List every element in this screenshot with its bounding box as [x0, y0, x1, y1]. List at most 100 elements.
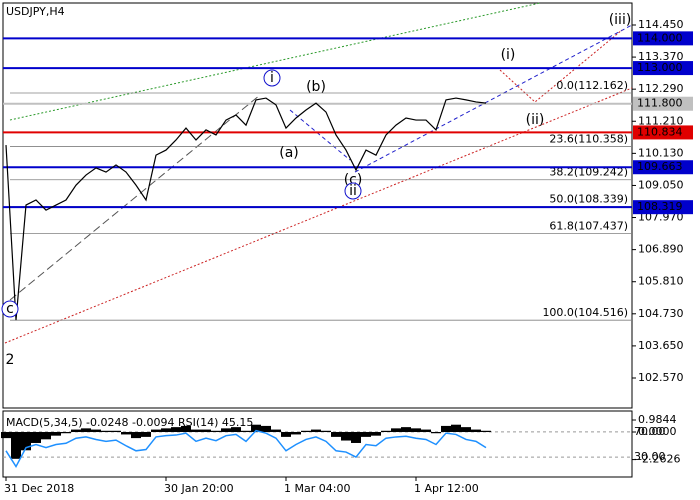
macd-bar [331, 432, 341, 437]
macd-bar [171, 427, 181, 433]
macd-bar [111, 430, 121, 433]
rsi-line [5, 429, 487, 469]
macd-bar [431, 432, 441, 434]
y2-tick-label: 30.00 [634, 450, 666, 463]
fib-label: 0.0(112.162) [556, 79, 628, 92]
macd-bar [371, 432, 381, 436]
level-label: 114.000 [637, 31, 683, 44]
macd-bar [461, 427, 471, 433]
wave-label: 2 [6, 352, 15, 368]
macd-bar [341, 432, 351, 441]
macd-bar [231, 427, 241, 433]
trend-line [9, 94, 261, 301]
y-tick-label: 102.570 [638, 371, 684, 384]
wave-label: (i) [501, 47, 516, 63]
level-label: 108.319 [637, 200, 683, 213]
wave-label: i [270, 70, 274, 86]
wave-circle [1, 300, 19, 318]
y-tick-label: 111.210 [638, 114, 684, 127]
x-tick-label: 31 Dec 2018 [4, 482, 74, 495]
level-box [633, 31, 693, 46]
macd-bar [441, 425, 451, 433]
wave-label: (iii) [609, 12, 632, 28]
macd-bar [151, 429, 161, 433]
y-tick-label: 106.890 [638, 243, 684, 256]
level-label: 111.800 [637, 97, 683, 110]
chart-title: USDJPY,H4 [6, 5, 65, 18]
trend-line [4, 87, 633, 344]
fib-label: 23.6(110.358) [549, 133, 628, 146]
macd-bar [101, 430, 111, 433]
y-tick-label: 109.050 [638, 178, 684, 191]
macd-bar [241, 430, 251, 433]
macd-bar [351, 432, 361, 443]
wave-label: (b) [306, 79, 326, 95]
indicator-panel [2, 410, 633, 478]
macd-bar [11, 432, 21, 459]
level-box [633, 61, 693, 76]
macd-bar [271, 429, 281, 433]
trend-line [9, 2, 541, 121]
macd-bar [451, 424, 461, 433]
macd-bar [41, 432, 51, 440]
y2-tick-label: 70.00 [634, 425, 666, 438]
macd-bar [261, 425, 271, 433]
macd-bar [201, 429, 211, 433]
level-label: 109.663 [637, 160, 683, 173]
x-tick-label: 1 Apr 12:00 [414, 482, 479, 495]
macd-bar [401, 427, 411, 433]
wave-line [289, 109, 351, 161]
indicator-title: MACD(5,34,5) -0.0248 -0.0094 RSI(14) 45.… [6, 416, 253, 429]
macd-bar [181, 425, 191, 433]
macd-bar [131, 432, 141, 439]
macd-bar [1, 432, 11, 439]
macd-bar [21, 432, 31, 451]
macd-bar [211, 430, 221, 433]
level-box [633, 96, 693, 111]
macd-bar [61, 432, 71, 434]
level-label: 110.834 [637, 125, 683, 138]
level-box [633, 200, 693, 215]
price-panel [2, 2, 633, 409]
fib-label: 61.8(107.437) [549, 219, 628, 232]
macd-bar [251, 424, 261, 433]
y-tick-label: 0.0000 [638, 425, 677, 438]
wave-label: (a) [279, 145, 299, 161]
macd-bar [421, 429, 431, 433]
y-tick-label: -2.2626 [638, 453, 680, 466]
macd-bar [381, 430, 391, 433]
level-box [633, 160, 693, 175]
macd-bar [471, 429, 481, 433]
macd-bar [391, 428, 401, 433]
macd-bar [481, 430, 491, 433]
macd-bar [121, 432, 131, 435]
macd-bar [71, 429, 81, 433]
y-tick-label: 105.810 [638, 275, 684, 288]
y-tick-label: 113.370 [638, 50, 684, 63]
y-tick-label: 110.130 [638, 146, 684, 159]
macd-bar [361, 432, 371, 437]
macd-bar [161, 428, 171, 433]
wave-label: c [6, 301, 14, 317]
macd-bar [411, 428, 421, 433]
wave-label: (ii) [526, 112, 545, 128]
price-line [5, 97, 487, 321]
macd-bar [301, 430, 311, 433]
fib-label: 100.0(104.516) [542, 306, 628, 319]
macd-bar [81, 428, 91, 433]
macd-bar [51, 432, 61, 436]
wave-circle [344, 182, 362, 200]
trend-line [354, 24, 633, 173]
macd-bar [31, 432, 41, 443]
wave-label: ii [349, 183, 357, 199]
wave-circle [263, 69, 281, 87]
fib-label: 38.2(109.242) [549, 166, 628, 179]
level-box [633, 125, 693, 140]
y-tick-label: 112.290 [638, 82, 684, 95]
y-tick-label: 104.730 [638, 307, 684, 320]
y-tick-label: 0.9844 [638, 413, 677, 426]
macd-bar [311, 429, 321, 433]
macd-bar [91, 429, 101, 433]
y-tick-label: 103.650 [638, 339, 684, 352]
